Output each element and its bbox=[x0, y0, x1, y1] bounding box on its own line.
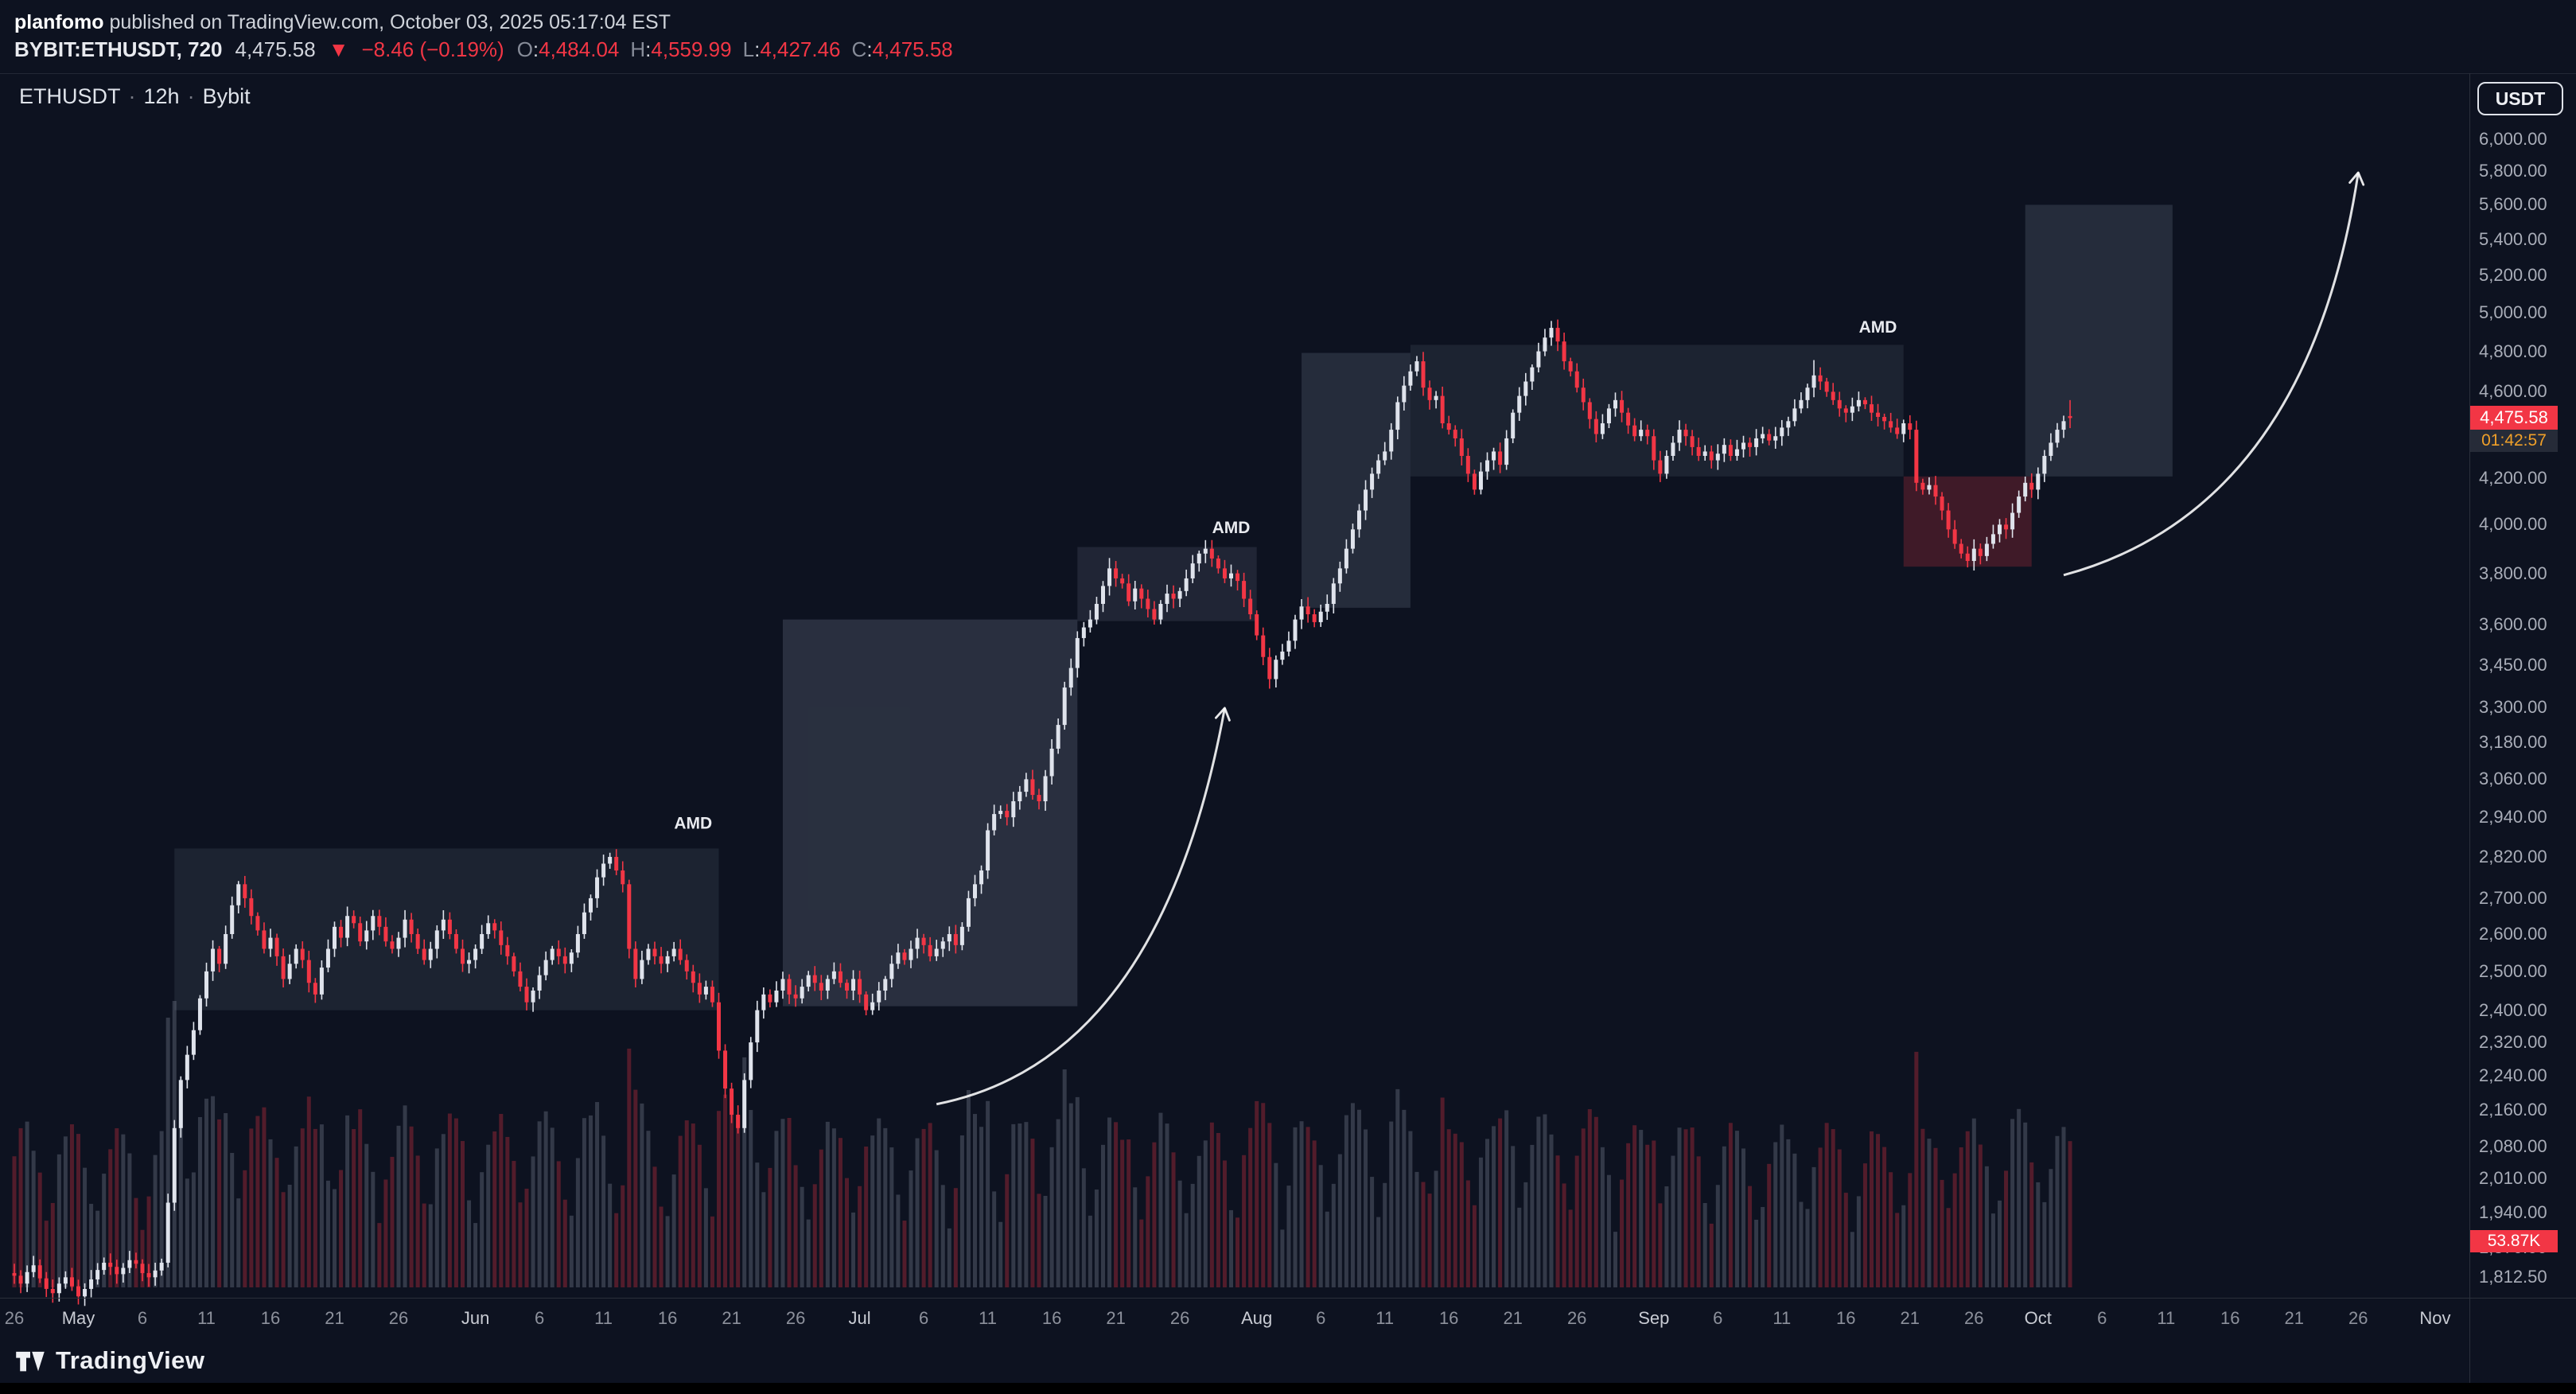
direction-down-icon: ▼ bbox=[328, 37, 349, 61]
price-axis-border bbox=[2469, 73, 2470, 1383]
separator-dot: · bbox=[187, 84, 195, 108]
high-value: H:4,559.99 bbox=[630, 37, 732, 61]
author-link[interactable]: planfomo bbox=[14, 11, 104, 33]
price-tick-label: 3,180.00 bbox=[2479, 732, 2547, 753]
symbol-info-line: BYBIT:ETHUSDT, 720 4,475.58 ▼ −8.46 (−0.… bbox=[14, 37, 953, 62]
price-tick-label: 2,160.00 bbox=[2479, 1100, 2547, 1120]
symbol-name[interactable]: BYBIT:ETHUSDT, 720 bbox=[14, 37, 223, 61]
price-tick-label: 5,800.00 bbox=[2479, 161, 2547, 181]
price-tick-label: 5,000.00 bbox=[2479, 302, 2547, 322]
separator-dot: · bbox=[128, 84, 136, 108]
publish-text: published on TradingView.com, October 03… bbox=[109, 11, 671, 33]
price-tick-label: 2,080.00 bbox=[2479, 1135, 2547, 1156]
price-scale[interactable]: USDT 6,000.00 5,800.00 5,600.00 5,400.00 5,2… bbox=[2470, 73, 2576, 1298]
publish-info-line: planfomo published on TradingView.com, O… bbox=[14, 11, 671, 34]
low-value: L:4,427.46 bbox=[742, 37, 841, 61]
price-tick-label: 5,200.00 bbox=[2479, 264, 2547, 285]
price-tick-label: 3,600.00 bbox=[2479, 614, 2547, 635]
price-tick-label: 1,940.00 bbox=[2479, 1201, 2547, 1222]
chart-title-interval: 12h bbox=[143, 84, 180, 108]
chart-title-symbol: ETHUSDT bbox=[19, 84, 121, 108]
tradingview-footer-link[interactable]: TradingView bbox=[14, 1346, 205, 1375]
price-tick-label: 2,600.00 bbox=[2479, 923, 2547, 944]
price-tick-label: 2,010.00 bbox=[2479, 1168, 2547, 1189]
currency-toggle-button[interactable]: USDT bbox=[2477, 82, 2563, 115]
bottom-bar bbox=[0, 1383, 2576, 1394]
tradingview-logo-icon bbox=[16, 1351, 45, 1372]
amd-label-1: AMD bbox=[674, 814, 712, 832]
price-tick-label: 3,300.00 bbox=[2479, 697, 2547, 718]
amd-label-3: AMD bbox=[1859, 318, 1897, 337]
candle-countdown: 01:42:57 bbox=[2470, 430, 2558, 453]
price-tick-label: 4,800.00 bbox=[2479, 341, 2547, 361]
time-axis-border bbox=[0, 1298, 2576, 1299]
trend-arrow-1 bbox=[936, 707, 1231, 1106]
price-tick-label: 6,000.00 bbox=[2479, 129, 2547, 149]
annotation-labels: AMD AMD AMD bbox=[674, 318, 1897, 832]
amd-label-2: AMD bbox=[1212, 519, 1251, 537]
volume-series bbox=[12, 1001, 2072, 1287]
chart-title: ETHUSDT · 12h · Bybit bbox=[19, 84, 251, 109]
price-tick-label: 2,400.00 bbox=[2479, 999, 2547, 1020]
price-tick-label: 2,940.00 bbox=[2479, 807, 2547, 827]
price-tick-label: 3,450.00 bbox=[2479, 655, 2547, 676]
chart-title-exchange: Bybit bbox=[202, 84, 251, 108]
ohlc-group: O:4,484.04 H:4,559.99 L:4,427.46 C:4,475… bbox=[517, 37, 953, 62]
close-value: C:4,475.58 bbox=[851, 37, 953, 61]
chart-top-border bbox=[0, 73, 2576, 74]
price-tick-label: 2,320.00 bbox=[2479, 1032, 2547, 1053]
price-tick-label: 2,240.00 bbox=[2479, 1065, 2547, 1086]
price-tick-label: 2,500.00 bbox=[2479, 960, 2547, 981]
candlestick-series bbox=[12, 319, 2072, 1306]
price-tick-label: 5,600.00 bbox=[2479, 194, 2547, 215]
volume-badge: 53.87K bbox=[2470, 1230, 2558, 1252]
price-tick-label: 4,200.00 bbox=[2479, 468, 2547, 489]
price-tick-label: 1,812.50 bbox=[2479, 1267, 2547, 1287]
tradingview-wordmark: TradingView bbox=[56, 1346, 205, 1374]
projection-zone bbox=[2025, 204, 2173, 477]
price-tick-label: 5,400.00 bbox=[2479, 228, 2547, 249]
trend-arrow-2 bbox=[2063, 171, 2365, 577]
price-tick-label: 2,700.00 bbox=[2479, 887, 2547, 908]
amd-range-3 bbox=[1410, 345, 1904, 477]
price-tick-label: 4,600.00 bbox=[2479, 381, 2547, 402]
price-tick-label: 3,800.00 bbox=[2479, 563, 2547, 583]
last-price: 4,475.58 bbox=[235, 37, 316, 61]
last-price-badge: 4,475.58 01:42:57 bbox=[2470, 406, 2558, 453]
annotation-arrows bbox=[936, 171, 2365, 1106]
price-tick-label: 4,000.00 bbox=[2479, 514, 2547, 535]
price-tick-label: 2,820.00 bbox=[2479, 846, 2547, 866]
last-price-badge-value: 4,475.58 bbox=[2470, 406, 2558, 430]
price-tick-label: 3,060.00 bbox=[2479, 769, 2547, 789]
price-change: −8.46 (−0.19%) bbox=[361, 37, 504, 61]
open-value: O:4,484.04 bbox=[516, 37, 620, 61]
expansion-zone-2 bbox=[1302, 352, 1411, 608]
